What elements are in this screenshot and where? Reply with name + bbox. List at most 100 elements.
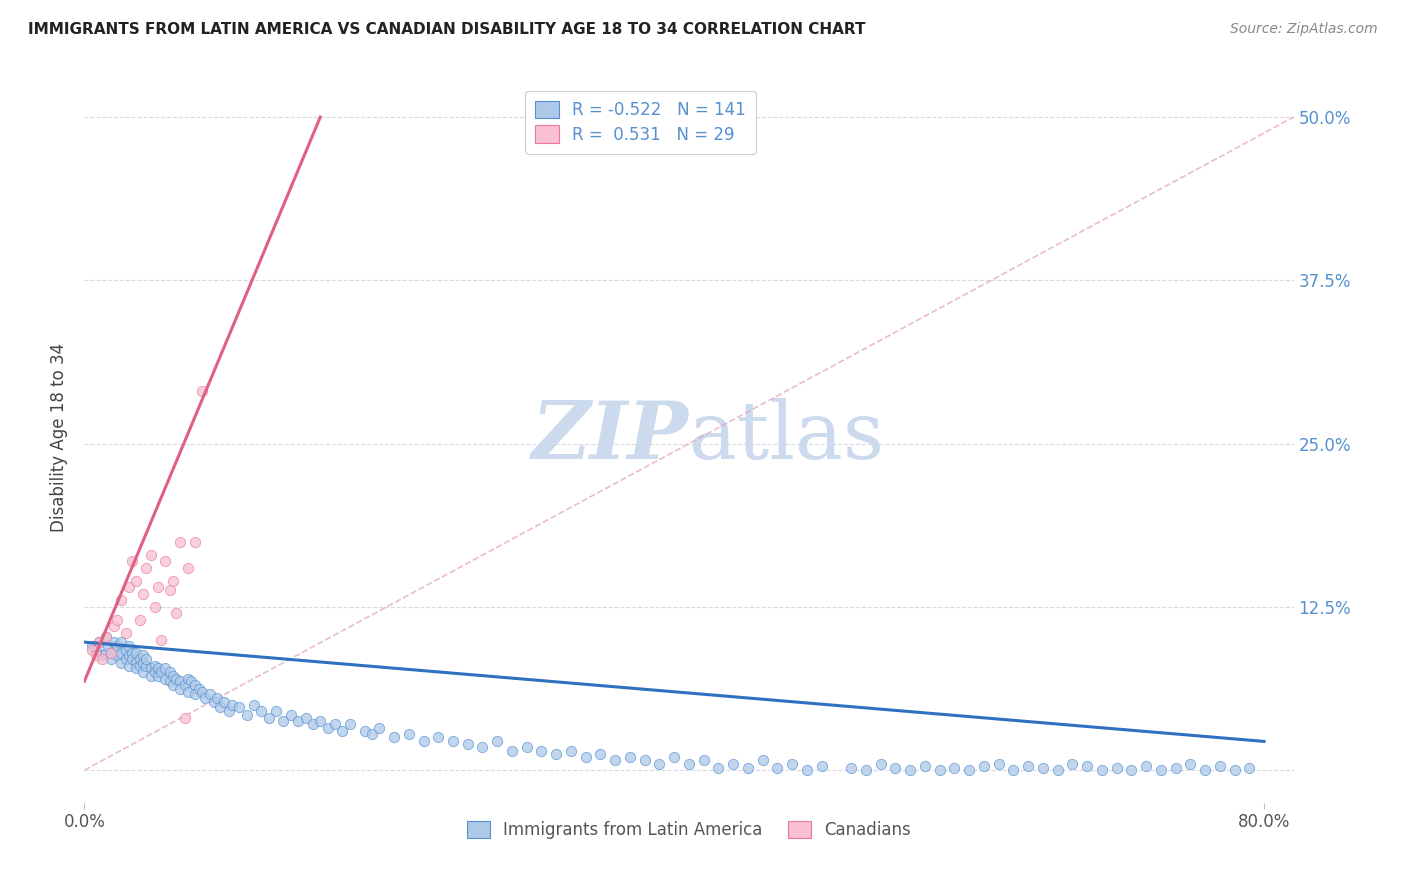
Point: [191, 685, 214, 699]
Point: [110, 635, 132, 649]
Point: [205, 691, 228, 706]
Point: [486, 734, 509, 748]
Point: [105, 648, 128, 663]
Point: [125, 661, 148, 675]
Point: [898, 763, 921, 777]
Point: [1017, 759, 1039, 773]
Point: [1032, 760, 1054, 774]
Point: [143, 665, 166, 680]
Point: [1150, 763, 1173, 777]
Point: [1105, 760, 1128, 774]
Point: [132, 587, 155, 601]
Point: [457, 737, 479, 751]
Point: [1046, 763, 1069, 777]
Point: [97, 639, 120, 653]
Point: [664, 750, 686, 764]
Point: [146, 580, 169, 594]
Point: [884, 760, 907, 774]
Point: [169, 534, 191, 549]
Point: [155, 554, 177, 568]
Point: [117, 580, 139, 594]
Point: [1164, 760, 1187, 774]
Point: [235, 708, 257, 723]
Point: [96, 630, 118, 644]
Point: [839, 760, 862, 774]
Point: [117, 658, 139, 673]
Point: [146, 669, 169, 683]
Point: [751, 753, 773, 767]
Point: [105, 639, 128, 653]
Point: [87, 635, 110, 649]
Point: [202, 695, 225, 709]
Point: [273, 714, 295, 728]
Point: [1239, 760, 1261, 774]
Point: [139, 669, 162, 683]
Point: [155, 661, 177, 675]
Point: [560, 743, 582, 757]
Text: IMMIGRANTS FROM LATIN AMERICA VS CANADIAN DISABILITY AGE 18 TO 34 CORRELATION CH: IMMIGRANTS FROM LATIN AMERICA VS CANADIA…: [28, 22, 866, 37]
Point: [648, 756, 671, 771]
Point: [159, 665, 181, 680]
Point: [91, 648, 114, 663]
Point: [169, 674, 191, 689]
Point: [471, 739, 494, 754]
Point: [100, 652, 122, 666]
Point: [198, 687, 221, 701]
Point: [228, 700, 250, 714]
Point: [96, 646, 118, 660]
Point: [91, 652, 114, 666]
Point: [501, 743, 523, 757]
Point: [96, 630, 118, 644]
Point: [323, 717, 346, 731]
Point: [110, 656, 132, 670]
Point: [139, 548, 162, 562]
Point: [139, 661, 162, 675]
Point: [1121, 763, 1143, 777]
Point: [987, 756, 1010, 771]
Point: [103, 643, 125, 657]
Point: [105, 613, 128, 627]
Point: [575, 750, 598, 764]
Point: [243, 698, 266, 712]
Point: [634, 753, 657, 767]
Point: [176, 685, 198, 699]
Point: [1135, 759, 1157, 773]
Point: [1091, 763, 1114, 777]
Legend: Immigrants from Latin America, Canadians: Immigrants from Latin America, Canadians: [460, 814, 918, 846]
Point: [188, 682, 211, 697]
Point: [121, 554, 143, 568]
Point: [427, 731, 450, 745]
Y-axis label: Disability Age 18 to 34: Disability Age 18 to 34: [51, 343, 69, 532]
Point: [87, 635, 110, 649]
Point: [957, 763, 980, 777]
Point: [135, 560, 157, 574]
Point: [114, 643, 136, 657]
Point: [125, 656, 148, 670]
Point: [914, 759, 936, 773]
Point: [309, 714, 332, 728]
Point: [162, 678, 184, 692]
Point: [100, 646, 122, 660]
Point: [766, 760, 789, 774]
Point: [1180, 756, 1202, 771]
Point: [214, 695, 236, 709]
Point: [257, 711, 280, 725]
Point: [441, 734, 464, 748]
Point: [619, 750, 641, 764]
Point: [150, 665, 173, 680]
Point: [191, 384, 214, 399]
Point: [332, 723, 354, 738]
Point: [184, 678, 207, 692]
Point: [176, 672, 198, 686]
Point: [1002, 763, 1025, 777]
Point: [132, 656, 155, 670]
Point: [737, 760, 759, 774]
Point: [368, 722, 391, 736]
Point: [928, 763, 950, 777]
Point: [129, 613, 152, 627]
Point: [159, 582, 181, 597]
Point: [103, 635, 125, 649]
Point: [84, 648, 107, 663]
Point: [114, 652, 136, 666]
Point: [264, 705, 287, 719]
